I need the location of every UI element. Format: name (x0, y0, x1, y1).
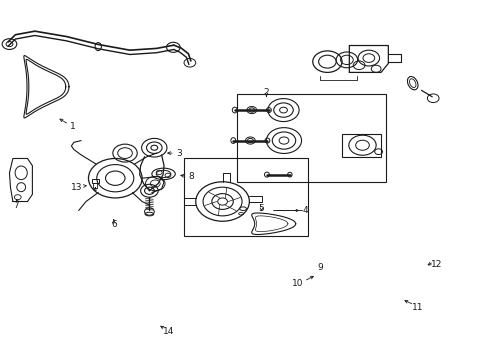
Text: 10: 10 (292, 279, 303, 288)
Bar (341, 134, 380, 157)
Text: 13: 13 (70, 183, 82, 192)
Bar (237, 94, 385, 182)
Text: 1: 1 (70, 122, 76, 131)
Bar (92, 179, 99, 183)
Text: 14: 14 (163, 327, 174, 336)
Text: 6: 6 (111, 220, 117, 229)
Text: 11: 11 (411, 303, 423, 312)
Text: 9: 9 (317, 264, 322, 273)
Text: 4: 4 (302, 206, 307, 215)
Text: 12: 12 (430, 260, 442, 269)
Text: 7: 7 (13, 201, 19, 210)
Bar (183, 158, 307, 235)
Text: 3: 3 (176, 149, 182, 158)
Text: 5: 5 (258, 204, 264, 213)
Text: 2: 2 (263, 87, 269, 96)
Text: 8: 8 (187, 172, 193, 181)
